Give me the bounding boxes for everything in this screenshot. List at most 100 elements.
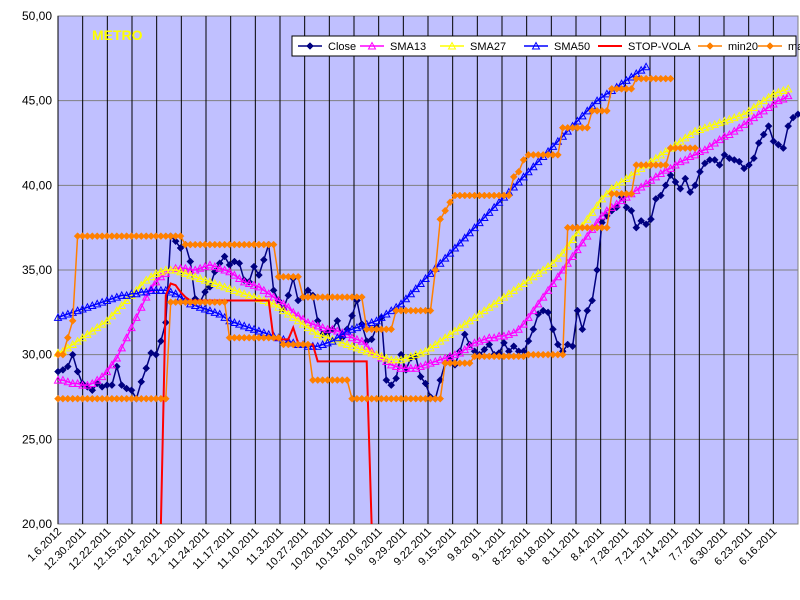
data-point xyxy=(269,240,278,249)
data-point xyxy=(647,215,655,224)
data-point xyxy=(509,173,518,181)
data-point xyxy=(505,191,513,200)
data-point xyxy=(259,255,268,264)
data-point xyxy=(441,206,450,215)
data-point xyxy=(205,277,215,286)
data-point xyxy=(484,333,494,342)
data-point xyxy=(171,263,180,272)
data-point xyxy=(588,296,597,305)
data-point xyxy=(97,372,107,381)
data-point xyxy=(63,333,72,342)
data-point xyxy=(489,202,499,211)
data-point xyxy=(313,321,323,330)
data-point xyxy=(519,172,528,181)
data-point xyxy=(406,363,416,372)
data-point xyxy=(582,231,592,240)
data-point xyxy=(294,272,302,281)
data-point xyxy=(68,350,77,359)
data-point xyxy=(313,316,322,325)
data-point xyxy=(627,206,636,215)
data-point xyxy=(137,377,146,386)
data-point xyxy=(156,285,166,294)
data-point xyxy=(342,339,352,349)
legend-label: max20 xyxy=(788,41,800,53)
data-point xyxy=(715,161,724,169)
data-point xyxy=(283,309,293,318)
data-point xyxy=(122,333,131,342)
data-point xyxy=(200,304,210,313)
data-point xyxy=(171,237,180,246)
data-point xyxy=(480,212,489,222)
data-point xyxy=(641,62,651,71)
data-point xyxy=(304,340,312,349)
data-point xyxy=(112,306,122,315)
data-point xyxy=(391,361,401,371)
data-point xyxy=(421,379,430,388)
data-point xyxy=(745,161,753,169)
data-point xyxy=(132,312,141,321)
data-point xyxy=(637,217,646,225)
data-point xyxy=(176,244,185,252)
data-point xyxy=(108,381,116,390)
data-point xyxy=(201,288,209,296)
data-point xyxy=(769,137,778,146)
data-point xyxy=(789,113,797,122)
data-point xyxy=(548,141,558,150)
data-point xyxy=(460,233,470,242)
data-point xyxy=(538,292,548,301)
legend-marker xyxy=(531,41,541,50)
data-point xyxy=(210,278,220,288)
data-point xyxy=(563,241,573,250)
data-point xyxy=(676,184,685,193)
data-point xyxy=(597,194,607,203)
data-point xyxy=(303,317,313,326)
data-point xyxy=(524,167,533,176)
data-point xyxy=(401,363,411,372)
data-point xyxy=(59,366,67,374)
data-point xyxy=(333,316,342,325)
data-point xyxy=(347,341,357,350)
data-point xyxy=(396,363,406,372)
data-point xyxy=(362,341,372,350)
data-point xyxy=(691,144,699,152)
data-point xyxy=(220,298,229,307)
data-point xyxy=(372,350,381,359)
data-point xyxy=(205,260,215,269)
legend: Close SMA13 SMA27 SMA50 STOP-VOLA min20 max20 xyxy=(291,35,800,57)
data-point xyxy=(269,299,278,308)
data-point xyxy=(181,268,190,277)
data-point xyxy=(107,311,117,320)
data-point xyxy=(573,306,582,315)
data-point xyxy=(681,174,690,183)
data-point xyxy=(627,84,636,93)
data-point xyxy=(783,84,793,93)
data-point xyxy=(141,292,151,301)
data-point xyxy=(754,139,763,147)
data-point xyxy=(500,338,508,347)
data-point xyxy=(352,343,362,352)
data-point xyxy=(406,289,416,298)
data-point xyxy=(220,252,229,261)
data-point xyxy=(195,302,205,311)
data-point xyxy=(122,295,131,304)
data-point xyxy=(553,253,563,262)
data-point xyxy=(157,337,165,345)
legend-label: SMA27 xyxy=(470,41,506,53)
data-point xyxy=(642,220,650,229)
data-point xyxy=(146,285,156,294)
data-point xyxy=(293,311,303,320)
data-point xyxy=(215,309,225,318)
data-point xyxy=(151,285,161,294)
data-point xyxy=(568,251,577,260)
data-point xyxy=(347,333,357,342)
data-point xyxy=(136,287,146,296)
legend-label: SMA13 xyxy=(390,41,426,53)
data-point xyxy=(387,381,396,390)
data-point xyxy=(215,280,225,289)
data-point xyxy=(293,316,303,325)
data-point xyxy=(524,312,533,321)
data-point xyxy=(318,323,327,332)
data-point xyxy=(357,336,367,345)
data-point xyxy=(622,203,631,212)
